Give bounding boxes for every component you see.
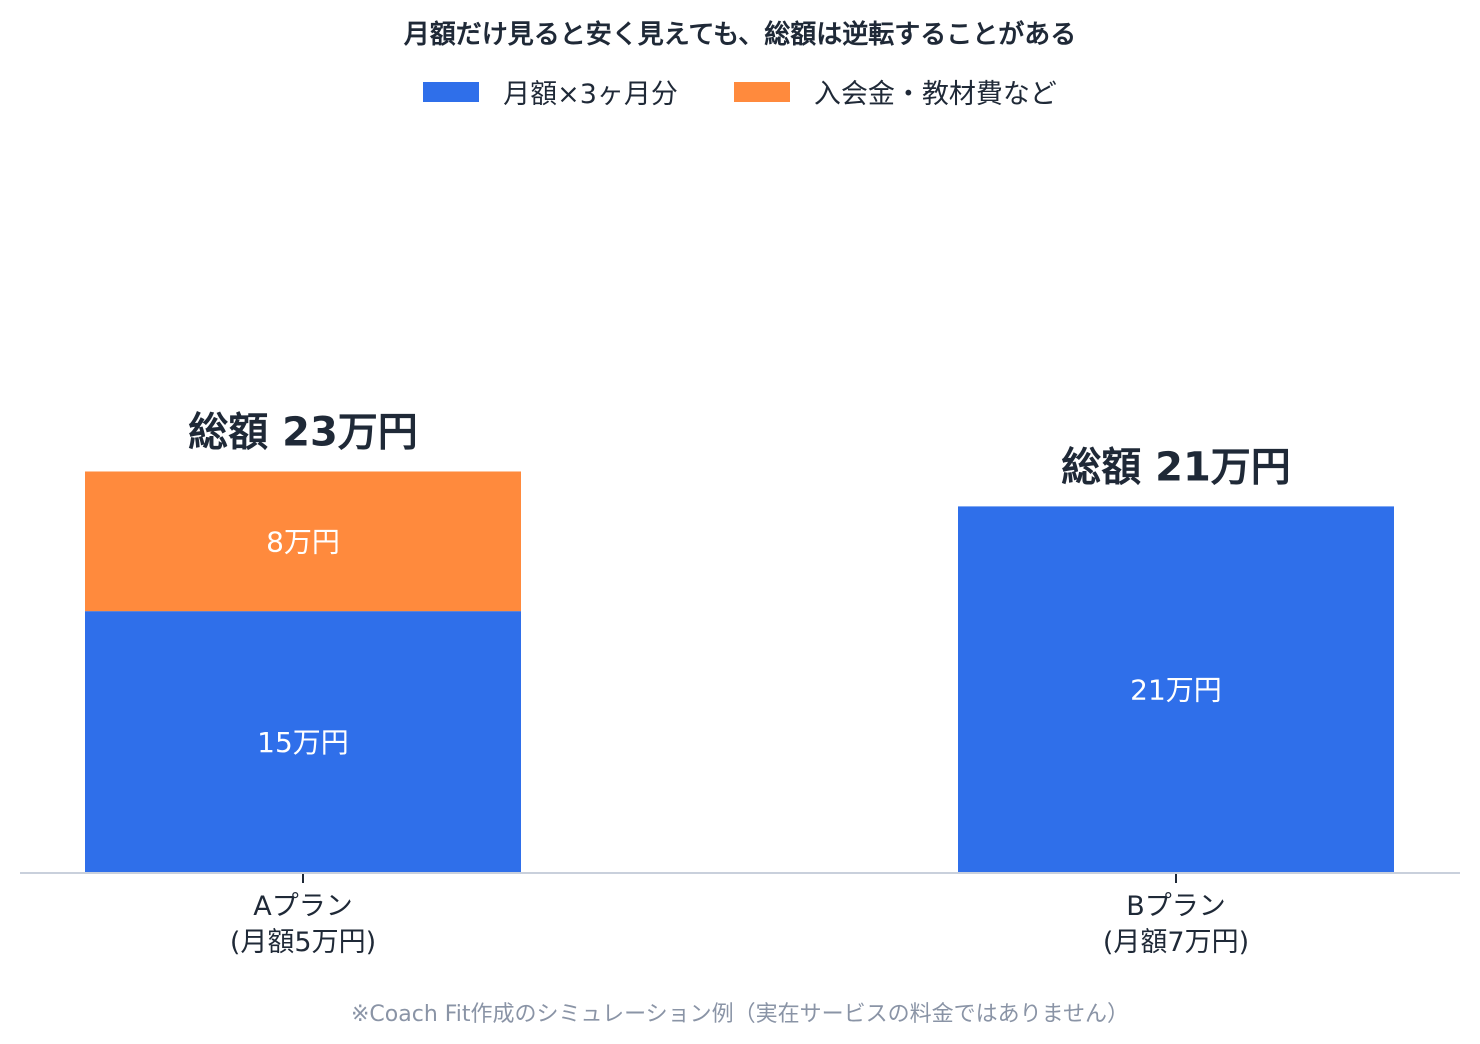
bar-a-series-0 (85, 611, 521, 873)
legend-item-fees: 入会金・教材費など (733, 72, 1057, 111)
legend-label-monthly: 月額×3ヶ月分 (503, 79, 678, 110)
chart-title: 月額だけ見ると安く見えても、総額は逆転することがある (403, 20, 1077, 50)
x-tick-sublabel-b: (月額7万円) (1103, 927, 1249, 958)
legend-label-fees: 入会金・教材費など (813, 79, 1057, 110)
legend-swatch-monthly (423, 81, 480, 102)
bar-b-series-0 (958, 506, 1394, 873)
legend-item-monthly: 月額×3ヶ月分 (423, 72, 678, 111)
legend: 月額×3ヶ月分 入会金・教材費など (0, 72, 1480, 111)
footnote: ※Coach Fit作成のシミュレーション例（実在サービスの料金ではありません） (350, 1002, 1130, 1027)
x-tick-sublabel-a: (月額5万円) (230, 927, 376, 958)
total-label-b: 総額 21万円 (1061, 444, 1291, 490)
data-label-a-series-1: 8万円 (266, 525, 340, 558)
total-label-a: 総額 23万円 (188, 409, 418, 455)
bar-a-series-1 (85, 471, 521, 612)
legend-swatch-fees (733, 81, 790, 102)
x-tick-label-b: Bプラン (1126, 891, 1226, 922)
data-label-b-series-0: 21万円 (1130, 674, 1222, 707)
x-tick-label-a: Aプラン (253, 891, 352, 922)
data-label-a-series-0: 15万円 (257, 726, 349, 759)
